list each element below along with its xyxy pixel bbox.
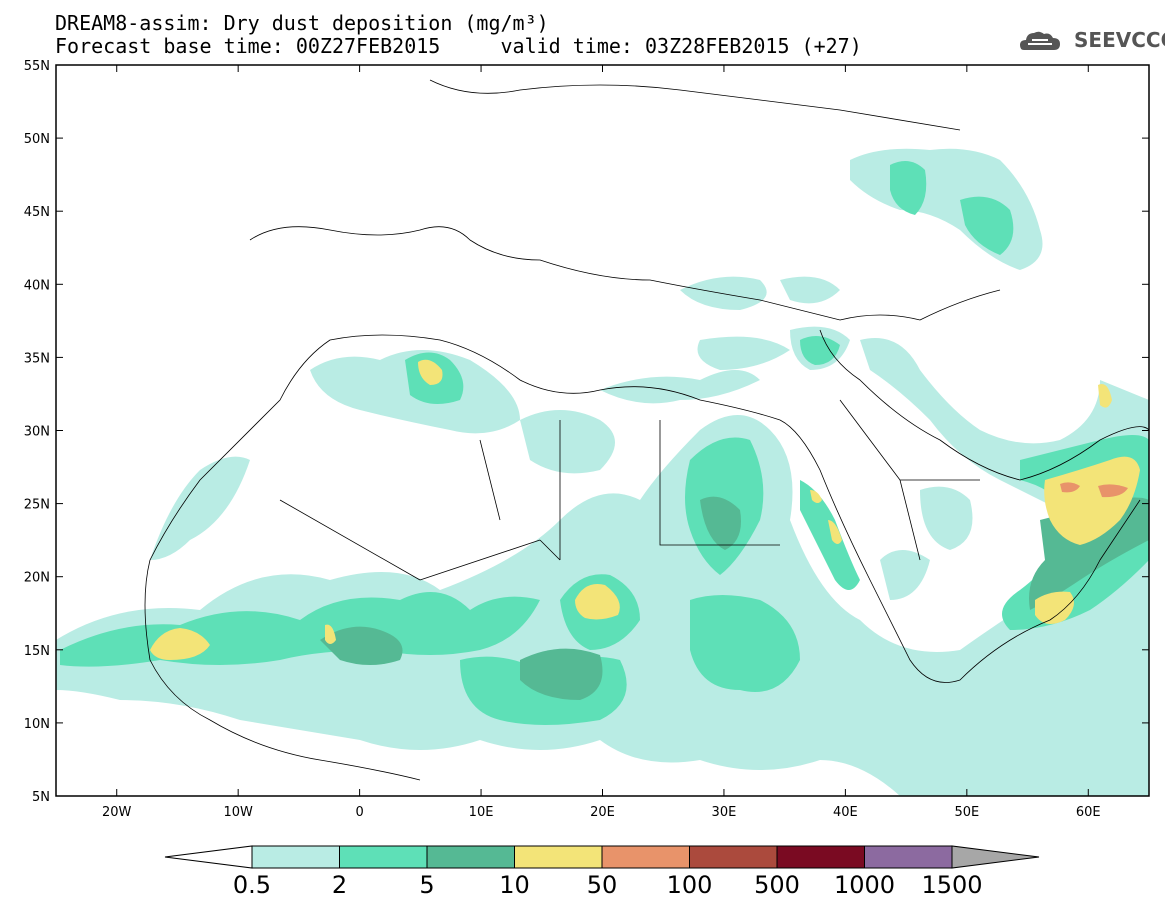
dust-field [56,79,1149,796]
lat-tick-label: 20N [24,571,50,586]
lat-tick-label: 45N [24,205,50,220]
forecast-time-subtitle: Forecast base time: 00Z27FEB2015 valid t… [55,34,862,58]
lon-tick-label: 50E [954,805,979,820]
lat-tick-label: 55N [24,59,50,74]
colorbar-swatch [514,845,603,869]
colorbar-label: 50 [587,871,618,899]
lat-tick-label: 50N [24,132,50,147]
lon-tick-label: 60E [1076,805,1101,820]
lon-tick-label: 40E [833,805,858,820]
colorbar-over-triangle [951,845,1040,869]
lon-tick-label: 30E [712,805,737,820]
axis-ticks: 55N 50N 45N 40N 35N 30N 25N 20N 15N 10N 5N 20W 10W 0 1… [24,59,1149,820]
colorbar-label: 100 [667,871,713,899]
colorbar-swatch [689,845,778,869]
colorbar-swatch [251,845,340,869]
lat-tick-label: 40N [24,278,50,293]
logo-text: SEEVCCC [1074,28,1165,52]
colorbar-label: 500 [754,871,800,899]
lon-tick-label: 10E [469,805,494,820]
colorbar-label: 1000 [834,871,895,899]
colorbar-swatch [601,845,690,869]
colorbar-swatch [426,845,515,869]
lat-tick-label: 5N [32,790,50,805]
map-title: DREAM8-assim: Dry dust deposition (mg/m³… [55,11,549,35]
lat-tick-label: 25N [24,498,50,513]
lon-tick-label: 10W [223,805,253,820]
lon-tick-label: 20W [102,805,132,820]
lat-tick-label: 15N [24,644,50,659]
colorbar-label: 0.5 [233,871,271,899]
colorbar-label: 10 [499,871,530,899]
lat-tick-label: 30N [24,425,50,440]
colorbar-swatch [776,845,865,869]
lat-tick-label: 35N [24,351,50,366]
lat-tick-label: 10N [24,717,50,732]
colorbar-label: 1500 [921,871,982,899]
cloud-icon [1020,31,1060,50]
lon-tick-label: 20E [590,805,615,820]
colorbar-under-triangle [164,845,253,869]
colorbar-label: 5 [419,871,434,899]
colorbar-swatch [864,845,953,869]
lon-tick-label: 0 [355,805,363,820]
colorbar-swatch [339,845,428,869]
colorbar-label: 2 [332,871,347,899]
